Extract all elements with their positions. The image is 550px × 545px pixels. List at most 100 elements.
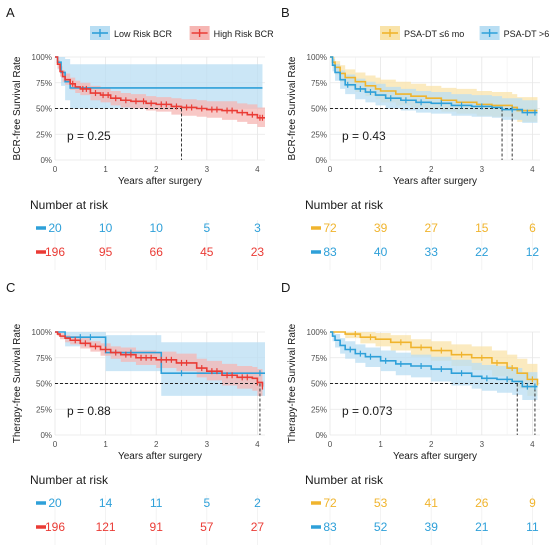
x-tick-label: 4 bbox=[255, 165, 260, 174]
x-tick-label: 1 bbox=[103, 165, 108, 174]
y-tick-label: 100% bbox=[32, 53, 52, 62]
risk-count: 27 bbox=[425, 221, 439, 235]
risk-count: 3 bbox=[254, 221, 261, 235]
x-tick-label: 3 bbox=[205, 440, 210, 449]
p-value: p = 0.88 bbox=[67, 404, 111, 418]
y-tick-label: 50% bbox=[311, 105, 327, 114]
legend-label-0: Low Risk BCR bbox=[114, 29, 173, 39]
risk-count: 33 bbox=[425, 245, 439, 259]
y-tick-label: 0% bbox=[315, 156, 327, 165]
p-value: p = 0.25 bbox=[67, 129, 111, 143]
km-curve-1 bbox=[330, 331, 538, 388]
x-tick-label: 0 bbox=[53, 440, 58, 449]
risk-count: 21 bbox=[475, 520, 489, 534]
risk-count: 12 bbox=[526, 245, 540, 259]
y-axis-title: BCR-free Survival Rate bbox=[12, 56, 23, 160]
y-axis-title: Therapy-free Survival Rate bbox=[12, 323, 23, 443]
km-curve-1 bbox=[55, 331, 264, 387]
x-tick-label: 0 bbox=[328, 165, 333, 174]
y-tick-label: 50% bbox=[36, 105, 52, 114]
y-axis-title: BCR-free Survival Rate bbox=[287, 56, 298, 160]
x-tick-label: 1 bbox=[378, 165, 383, 174]
y-tick-label: 100% bbox=[32, 328, 52, 337]
y-tick-label: 75% bbox=[36, 354, 52, 363]
legend: Low Risk BCR High Risk BCR bbox=[90, 26, 274, 40]
risk-count: 41 bbox=[425, 496, 439, 510]
x-tick-label: 1 bbox=[103, 440, 108, 449]
risk-count: 39 bbox=[374, 221, 388, 235]
x-tick-label: 0 bbox=[53, 165, 58, 174]
risk-table: Number at risk 20 10 10 5 3 196 95 66 45 23 bbox=[30, 198, 264, 270]
x-tick-label: 3 bbox=[480, 165, 485, 174]
panel-label: C bbox=[6, 280, 15, 295]
y-tick-label: 25% bbox=[311, 405, 327, 414]
risk-count: 9 bbox=[529, 496, 536, 510]
risk-count: 22 bbox=[475, 245, 489, 259]
risk-count: 10 bbox=[99, 221, 113, 235]
risk-count: 121 bbox=[96, 520, 116, 534]
x-axis-title: Years after surgery bbox=[118, 451, 202, 462]
y-tick-label: 0% bbox=[40, 156, 52, 165]
risk-count: 95 bbox=[99, 245, 113, 259]
risk-table: Number at risk 20 14 11 5 2 196 121 91 57 27 bbox=[30, 473, 264, 545]
risk-count: 66 bbox=[150, 245, 164, 259]
x-tick-label: 2 bbox=[154, 165, 159, 174]
x-tick-label: 4 bbox=[530, 440, 535, 449]
risk-table: Number at risk 72 53 41 26 9 83 52 39 21 11 bbox=[305, 473, 539, 545]
risk-count: 5 bbox=[203, 221, 210, 235]
ci-band-1 bbox=[330, 332, 538, 400]
y-tick-label: 25% bbox=[311, 130, 327, 139]
risk-table-title: Number at risk bbox=[305, 473, 384, 487]
x-tick-label: 2 bbox=[429, 165, 434, 174]
x-tick-label: 0 bbox=[328, 440, 333, 449]
risk-count: 196 bbox=[45, 520, 65, 534]
legend-label-1: High Risk BCR bbox=[214, 29, 275, 39]
legend: PSA-DT ≤6 mo PSA-DT >6 mo bbox=[380, 26, 550, 40]
risk-count: 11 bbox=[526, 520, 539, 534]
risk-table-title: Number at risk bbox=[30, 198, 109, 212]
risk-count: 52 bbox=[374, 520, 388, 534]
x-tick-label: 3 bbox=[205, 165, 210, 174]
risk-count: 20 bbox=[48, 496, 62, 510]
risk-count: 6 bbox=[529, 221, 536, 235]
risk-count: 11 bbox=[150, 496, 163, 510]
y-tick-label: 75% bbox=[311, 79, 327, 88]
x-tick-label: 2 bbox=[429, 440, 434, 449]
panel-d: D 0% 25% 50% 75% 100% 0 1 2 3 4 Years after surgery… bbox=[281, 280, 540, 545]
p-value: p = 0.073 bbox=[342, 404, 393, 418]
risk-count: 10 bbox=[150, 221, 164, 235]
y-tick-label: 0% bbox=[315, 431, 327, 440]
risk-count: 45 bbox=[200, 245, 214, 259]
risk-count: 27 bbox=[251, 520, 265, 534]
risk-count: 20 bbox=[48, 221, 62, 235]
risk-count: 196 bbox=[45, 245, 65, 259]
risk-count: 26 bbox=[475, 496, 489, 510]
km-curve-1 bbox=[330, 56, 538, 114]
risk-count: 15 bbox=[475, 221, 489, 235]
risk-count: 23 bbox=[251, 245, 265, 259]
y-tick-label: 75% bbox=[311, 354, 327, 363]
risk-count: 5 bbox=[203, 496, 210, 510]
km-curve-0 bbox=[330, 331, 539, 386]
y-axis-title: Therapy-free Survival Rate bbox=[287, 323, 298, 443]
risk-count: 91 bbox=[150, 520, 164, 534]
legend-label-1: PSA-DT >6 mo bbox=[504, 29, 550, 39]
y-tick-label: 50% bbox=[36, 380, 52, 389]
x-axis-title: Years after surgery bbox=[393, 451, 477, 462]
panel-label: A bbox=[6, 5, 15, 20]
legend-label-0: PSA-DT ≤6 mo bbox=[404, 29, 464, 39]
risk-count: 83 bbox=[323, 520, 337, 534]
risk-count: 2 bbox=[254, 496, 261, 510]
x-tick-label: 3 bbox=[480, 440, 485, 449]
y-tick-label: 0% bbox=[40, 431, 52, 440]
x-tick-label: 1 bbox=[378, 440, 383, 449]
y-tick-label: 75% bbox=[36, 79, 52, 88]
risk-table: Number at risk 72 39 27 15 6 83 40 33 22 12 bbox=[305, 198, 539, 270]
risk-table-title: Number at risk bbox=[30, 473, 109, 487]
risk-table-title: Number at risk bbox=[305, 198, 384, 212]
panel-label: B bbox=[281, 5, 290, 20]
x-axis-title: Years after surgery bbox=[118, 176, 202, 187]
x-axis-title: Years after surgery bbox=[393, 176, 477, 187]
